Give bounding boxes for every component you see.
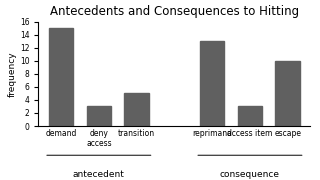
- Bar: [200, 41, 224, 126]
- Bar: [276, 61, 300, 126]
- Bar: [87, 106, 111, 126]
- Bar: [49, 28, 73, 126]
- Text: antecedent: antecedent: [73, 170, 125, 179]
- Bar: [238, 106, 262, 126]
- Text: consequence: consequence: [220, 170, 280, 179]
- Y-axis label: frequency: frequency: [8, 51, 17, 97]
- Title: Antecedents and Consequences to Hitting: Antecedents and Consequences to Hitting: [50, 5, 299, 18]
- Bar: [124, 93, 149, 126]
